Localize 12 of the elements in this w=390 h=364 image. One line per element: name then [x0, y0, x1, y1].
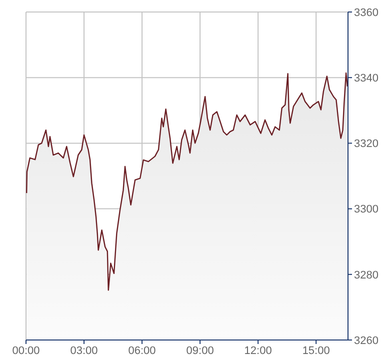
x-tick-label: 09:00 [186, 344, 214, 357]
x-tick-label: 00:00 [12, 344, 40, 357]
y-tick-label: 3340 [354, 72, 378, 85]
x-tick-label: 12:00 [244, 344, 272, 357]
x-tick-label: 03:00 [70, 344, 98, 357]
y-tick-label: 3300 [354, 204, 378, 216]
y-tick-label: 3320 [354, 138, 378, 150]
y-tick-label: 3260 [354, 334, 378, 347]
y-tick-label: 3360 [354, 6, 378, 19]
x-tick-label: 15:00 [302, 344, 330, 357]
y-tick-label: 3280 [354, 269, 378, 282]
x-tick-label: 06:00 [128, 344, 156, 357]
